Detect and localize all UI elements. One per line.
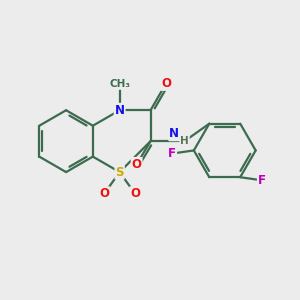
Text: O: O [99, 187, 109, 200]
Text: H: H [180, 136, 189, 146]
Text: CH₃: CH₃ [109, 79, 130, 89]
Text: O: O [130, 187, 140, 200]
Text: N: N [169, 127, 179, 140]
Text: O: O [132, 158, 142, 171]
Text: O: O [161, 77, 171, 90]
Text: F: F [168, 147, 176, 160]
Text: N: N [115, 104, 124, 117]
Text: F: F [258, 174, 266, 187]
Text: S: S [116, 166, 124, 178]
